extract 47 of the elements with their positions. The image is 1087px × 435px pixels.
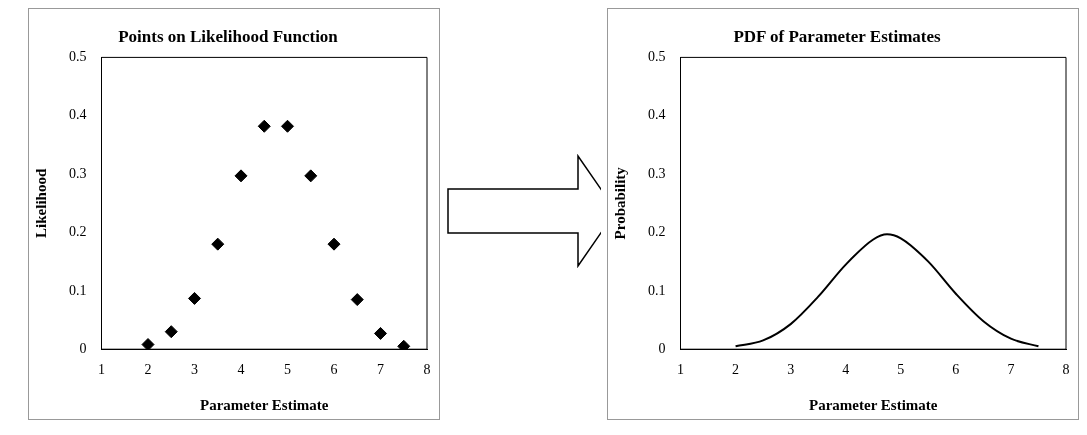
x-tick-label: 6	[952, 362, 960, 378]
x-tick-label: 1	[677, 362, 684, 378]
point	[234, 169, 248, 183]
y-tick-label: 0.1	[69, 282, 87, 298]
y-axis-title: Probability	[611, 166, 628, 240]
x-tick-label: 5	[897, 362, 905, 378]
x-tick-label: 1	[98, 362, 105, 378]
y-tick-label: 0.1	[648, 282, 666, 298]
chart-title: Points on Likelihood Function	[118, 26, 339, 46]
x-tick-label: 5	[284, 362, 291, 378]
point	[211, 237, 225, 251]
x-tick-label: 8	[1062, 362, 1070, 378]
x-tick-label: 6	[330, 362, 338, 378]
y-tick-label: 0	[79, 340, 87, 356]
y-tick-label: 0.2	[69, 224, 87, 240]
point	[327, 237, 341, 251]
x-tick-label: 3	[191, 362, 198, 378]
x-axis-title: Parameter Estimate	[200, 396, 329, 413]
point	[257, 119, 271, 133]
y-axis-title: Likelihood	[32, 168, 49, 238]
y-tick-label: 0	[658, 340, 666, 356]
x-axis-title: Parameter Estimate	[809, 396, 938, 413]
y-tick-label: 0.5	[648, 49, 666, 65]
x-tick-label: 4	[842, 362, 850, 378]
point	[281, 119, 294, 133]
x-tick-label: 7	[1007, 362, 1015, 378]
y-tick-label: 0.4	[69, 107, 87, 123]
x-tick-label: 4	[237, 362, 245, 378]
x-tick-label: 2	[144, 362, 152, 378]
line-series	[734, 233, 1040, 348]
point	[188, 291, 201, 305]
point	[141, 338, 155, 350]
y-tick-label: 0.3	[69, 165, 87, 181]
x-tick-label: 7	[377, 362, 384, 378]
y-tick-label: 0.5	[69, 49, 87, 65]
point	[164, 325, 178, 339]
x-tick-label: 3	[787, 362, 795, 378]
x-tick-label: 2	[732, 362, 740, 378]
point	[397, 339, 411, 350]
chart-title: PDF of Parameter Estimates	[733, 26, 941, 46]
y-tick-label: 0.4	[648, 107, 666, 123]
point	[374, 326, 387, 340]
y-tick-label: 0.2	[648, 224, 666, 240]
point	[350, 293, 364, 307]
x-tick-label: 8	[423, 362, 431, 378]
point	[304, 169, 318, 183]
y-tick-label: 0.3	[648, 165, 666, 181]
